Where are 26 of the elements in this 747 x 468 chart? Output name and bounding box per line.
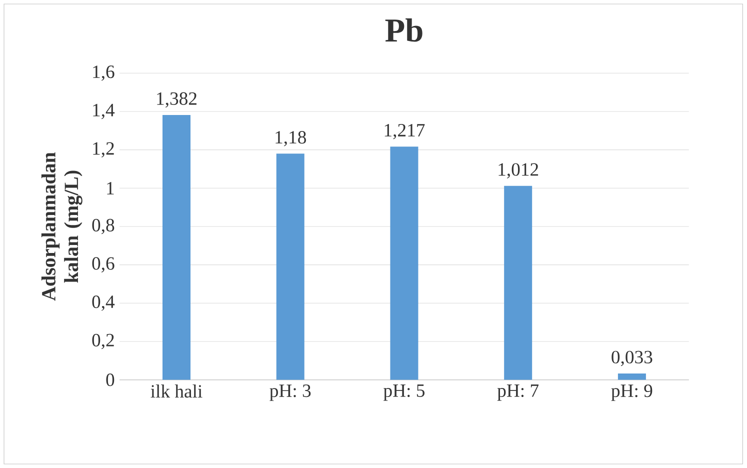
y-axis-title: Adsorplanmadan kalan (mg/L) [41, 152, 82, 301]
x-tick-label: pH: 7 [497, 384, 539, 401]
data-label: 1,382 [157, 92, 196, 108]
y-tick-label: 1,6 [93, 66, 114, 81]
bar [390, 146, 418, 380]
y-tick-label: 1 [107, 182, 114, 194]
bar [162, 114, 190, 380]
y-tick-label: 0 [106, 374, 114, 386]
y-tick-label: 0,8 [92, 218, 114, 234]
y-tick-label: 0,4 [92, 296, 115, 311]
y-tick-label: 1,2 [93, 142, 114, 158]
x-tick-label: pH: 3 [270, 384, 311, 401]
bar [504, 186, 532, 380]
y-tick-label: 1,4 [93, 104, 115, 120]
data-label: 0,033 [612, 350, 652, 366]
data-label: 1,012 [498, 163, 538, 178]
y-tick-label: 0,2 [92, 334, 114, 350]
y-tick-label: 0,6 [92, 257, 114, 272]
data-label: 1,18 [276, 130, 306, 146]
bar [618, 373, 646, 380]
chart-title: Pb [385, 18, 422, 42]
bar [276, 154, 304, 380]
x-tick-label: pH: 9 [611, 384, 652, 401]
data-label: 1,217 [384, 124, 425, 140]
x-tick-label: ilk hali [150, 384, 202, 398]
x-tick-label: pH: 5 [384, 384, 424, 401]
